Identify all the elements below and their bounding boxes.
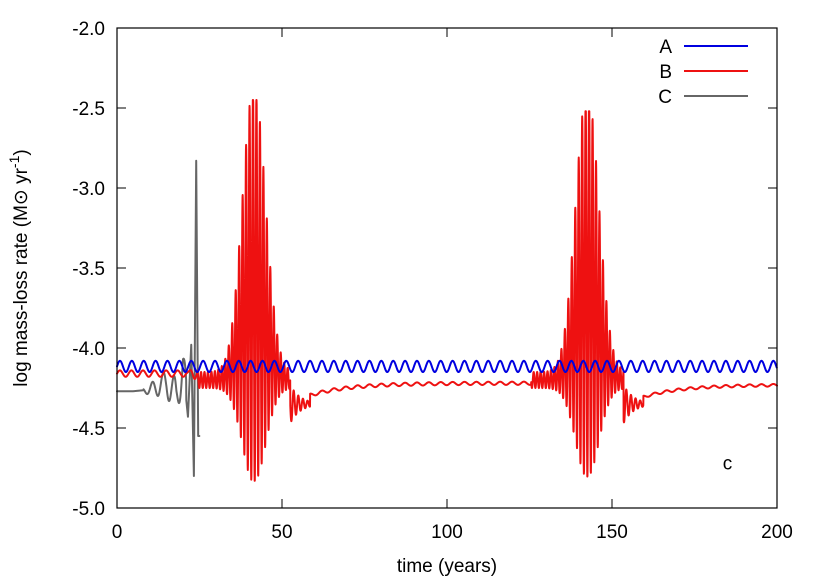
y-axis-title-main: log mass-loss rate (M xyxy=(11,205,32,387)
y-tick-label: -3.0 xyxy=(72,179,105,200)
legend-label-a: A xyxy=(659,37,672,58)
y-tick-label: -5.0 xyxy=(72,499,105,520)
x-tick-label: 0 xyxy=(112,522,123,543)
x-tick-label: 150 xyxy=(596,522,628,543)
legend: ABC xyxy=(658,37,748,108)
y-tick-label: -2.0 xyxy=(72,19,105,40)
x-axis-title: time (years) xyxy=(397,556,497,577)
series-b-line xyxy=(116,99,778,482)
y-axis-title-unit: yr xyxy=(11,167,32,189)
x-tick-label: 100 xyxy=(431,522,463,543)
panel-label: c xyxy=(723,454,733,475)
axis-ticks: 0 50 100 150 200 -2.0 -2.5 -3.0 -3.5 -4.0 -4.5 -5.0 xyxy=(72,19,793,543)
x-tick-label: 50 xyxy=(271,522,292,543)
y-axis-title-exponent: -1 xyxy=(6,155,22,168)
legend-label-c: C xyxy=(658,87,672,108)
y-axis-title-sun-symbol: ⊙ xyxy=(11,189,32,205)
y-axis-title: log mass-loss rate (M⊙ yr-1) xyxy=(6,149,32,386)
x-tick-label: 200 xyxy=(761,522,793,543)
y-tick-label: -2.5 xyxy=(72,99,105,120)
plot-frame xyxy=(116,27,778,509)
series-c-line xyxy=(116,159,201,477)
y-tick-label: -4.0 xyxy=(72,339,105,360)
y-tick-label: -3.5 xyxy=(72,259,105,280)
y-axis-title-close: ) xyxy=(11,149,32,155)
series-a-line xyxy=(116,359,778,373)
legend-label-b: B xyxy=(659,62,672,83)
series-layer xyxy=(116,99,778,482)
y-tick-label: -4.5 xyxy=(72,419,105,440)
